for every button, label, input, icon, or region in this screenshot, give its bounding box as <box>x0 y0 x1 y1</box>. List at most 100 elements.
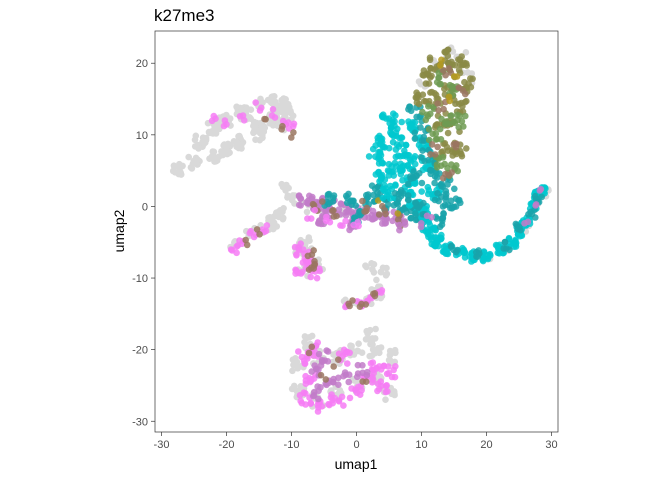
data-point-right-tower-teal <box>412 210 419 217</box>
data-point-mid-small-brown <box>362 301 370 308</box>
data-point-right-tower-cyan <box>372 142 380 149</box>
data-point-right-tower-teal <box>427 170 435 178</box>
data-point-center-arm-mix <box>389 217 396 225</box>
data-point-mid-left-blob-brown <box>310 247 318 254</box>
data-point-center-arm-teal <box>374 189 381 196</box>
data-point-upper-left-arm <box>185 153 192 161</box>
data-point-right-tower-olive <box>427 89 434 96</box>
data-point-center-arm-magenta <box>311 206 319 214</box>
data-point-right-tower-green <box>419 108 426 116</box>
data-point-center-arm-teal <box>326 199 334 206</box>
data-point-left-small-brown <box>256 231 263 238</box>
x-tick-label: -20 <box>219 439 235 451</box>
data-point-center-arm-magenta <box>350 221 358 229</box>
data-point-bottom-brown <box>330 363 338 370</box>
y-axis-label: umap2 <box>111 209 127 252</box>
data-point-right-tower-cyan <box>375 160 383 167</box>
data-point-right-tower-gold <box>450 73 458 80</box>
data-point-right-tower-teal <box>456 196 463 204</box>
data-point-right-arm-teal <box>500 245 508 252</box>
data-point-center-arm-teal <box>364 191 372 198</box>
data-point-right-tower-teal <box>407 107 415 115</box>
data-point-right-tower-green <box>449 83 456 90</box>
x-axis: -30 -20 -10 0 10 20 30 <box>154 432 558 451</box>
data-point-right-arm-cyan <box>487 252 494 259</box>
data-point-bottom-magenta <box>390 366 398 374</box>
data-point-right-tower-brown <box>442 71 449 79</box>
data-point-right-tower-cyan <box>372 171 380 178</box>
data-point-right-tower-brown <box>462 90 469 98</box>
data-point-bottom-mauve <box>354 361 362 369</box>
data-point-right-tower-cyan <box>391 118 398 125</box>
data-point-bottom-mauve <box>315 395 322 403</box>
data-point-center-arm-mix <box>342 209 350 216</box>
data-point-upper-left-arm <box>226 115 234 122</box>
data-point-upper-left-brown <box>278 126 286 133</box>
data-point-right-tower-mauve <box>401 221 409 228</box>
data-point-mid-left-blob-magenta <box>307 273 315 281</box>
data-point-right-tower-green <box>462 112 469 120</box>
data-point-right-tower-olive <box>413 99 421 106</box>
data-point-upper-left-arm <box>210 148 218 156</box>
y-tick-label: 10 <box>136 130 148 142</box>
data-point-right-tower-brown <box>435 107 442 114</box>
data-point-right-tower-teal <box>412 199 419 207</box>
data-point-upper-left-arm <box>238 141 245 148</box>
data-point-right-tower-cyan <box>425 187 433 194</box>
data-point-mid-left-blob-brown <box>304 252 312 260</box>
data-point-bottom-magenta <box>338 393 346 401</box>
data-point-bottom-mauve <box>315 366 322 373</box>
data-point-bottom-mauve <box>318 358 326 366</box>
data-point-bottom-magenta <box>344 360 351 367</box>
data-point-center-arm-mix <box>309 193 316 201</box>
data-point-right-tower-teal <box>421 157 428 165</box>
data-point-upper-left-arm <box>252 126 260 133</box>
data-point-bottom-mauve <box>335 374 342 382</box>
data-point-mid-left-blob-magenta <box>316 267 324 275</box>
data-point-center-bg <box>362 262 369 270</box>
data-point-mid-left-blob-brown <box>305 266 313 274</box>
data-point-bottom-mauve <box>324 358 332 365</box>
data-point-right-tower-cyan <box>390 110 397 117</box>
data-point-right-tower-teal <box>397 187 405 194</box>
data-point-center-arm-brown <box>330 213 338 220</box>
data-point-right-tower-gold <box>438 56 445 64</box>
data-point-right-tower-cyan <box>397 160 404 168</box>
data-point-upper-left-brown <box>288 134 295 141</box>
y-tick-label: 0 <box>142 201 148 213</box>
data-point-bottom-magenta <box>369 376 377 383</box>
data-point-bottom-bg <box>355 340 362 348</box>
data-point-upper-left-magenta <box>290 120 298 128</box>
data-point-bottom-magenta <box>356 391 364 399</box>
data-point-right-tower-teal <box>451 185 458 193</box>
data-point-upper-left-thin <box>271 99 279 107</box>
data-point-upper-left-magenta <box>210 112 218 120</box>
data-point-center-arm-mix <box>335 206 343 213</box>
data-point-bottom-magenta <box>297 397 305 405</box>
data-point-right-tower-cyan <box>376 132 383 140</box>
data-point-right-tower-brown <box>452 141 460 148</box>
data-point-right-tower-cyan <box>411 180 419 187</box>
data-point-right-tower-teal <box>411 135 419 142</box>
data-point-right-tower-gold <box>437 62 444 69</box>
data-point-bottom-bg <box>289 367 296 375</box>
data-point-right-tower-teal <box>418 179 426 187</box>
data-point-bottom-bg <box>382 396 389 404</box>
data-point-right-tower-gold <box>446 97 454 105</box>
data-point-bottom-bg <box>301 333 309 340</box>
data-point-center-bg <box>284 194 291 201</box>
points-layer <box>169 44 552 415</box>
data-point-right-tower-cyan <box>390 172 398 179</box>
data-point-right-tower-teal <box>397 192 405 200</box>
data-point-right-tower-teal <box>435 197 442 205</box>
data-point-bottom-magenta <box>382 388 390 396</box>
data-point-right-arm-cyan <box>494 242 501 249</box>
data-point-bottom-mauve <box>324 348 332 355</box>
data-point-upper-left-arm <box>212 129 219 137</box>
data-point-center-bg <box>370 261 378 268</box>
data-point-center-bg <box>373 276 380 284</box>
y-tick-label: -30 <box>132 416 148 428</box>
data-point-right-arm-teal <box>448 242 455 250</box>
data-point-right-tower-cyan <box>395 143 403 150</box>
